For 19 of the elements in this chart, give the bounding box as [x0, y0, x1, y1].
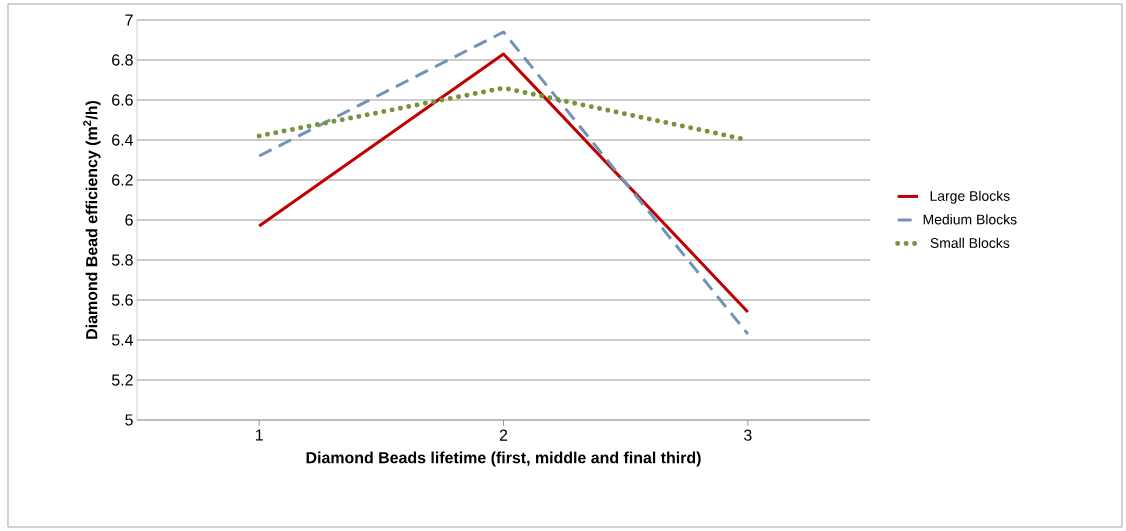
y-tick-label: 7 [125, 14, 133, 26]
y-tick-label: 5.8 [111, 254, 133, 266]
y-tick-label: 5.6 [111, 294, 133, 306]
y-tick-label: 6.6 [112, 94, 133, 106]
legend-label: Medium Blocks [923, 214, 1017, 225]
y-tick-label: 5 [125, 414, 133, 426]
y-tick-label: 6.8 [112, 54, 133, 66]
y-tick-label: 5.4 [111, 334, 134, 346]
y-tick-label: 6.4 [112, 134, 134, 146]
x-tick-label: 1 [255, 429, 263, 441]
legend-label: Small Blocks [930, 237, 1010, 248]
y-axis-title: Diamond Bead efficiency (m$^{2}$/h) [83, 100, 101, 339]
x-tick-label: 3 [744, 429, 752, 441]
x-tick-label: 2 [499, 429, 508, 441]
legend-label: Large Blocks [930, 190, 1010, 204]
x-axis-title: Diamond Beads lifetime (first, middle and final third) [306, 451, 701, 467]
y-tick-label: 6 [125, 214, 133, 226]
y-tick-label: 6.2 [112, 174, 133, 186]
y-tick-label: 5.2 [111, 374, 133, 386]
